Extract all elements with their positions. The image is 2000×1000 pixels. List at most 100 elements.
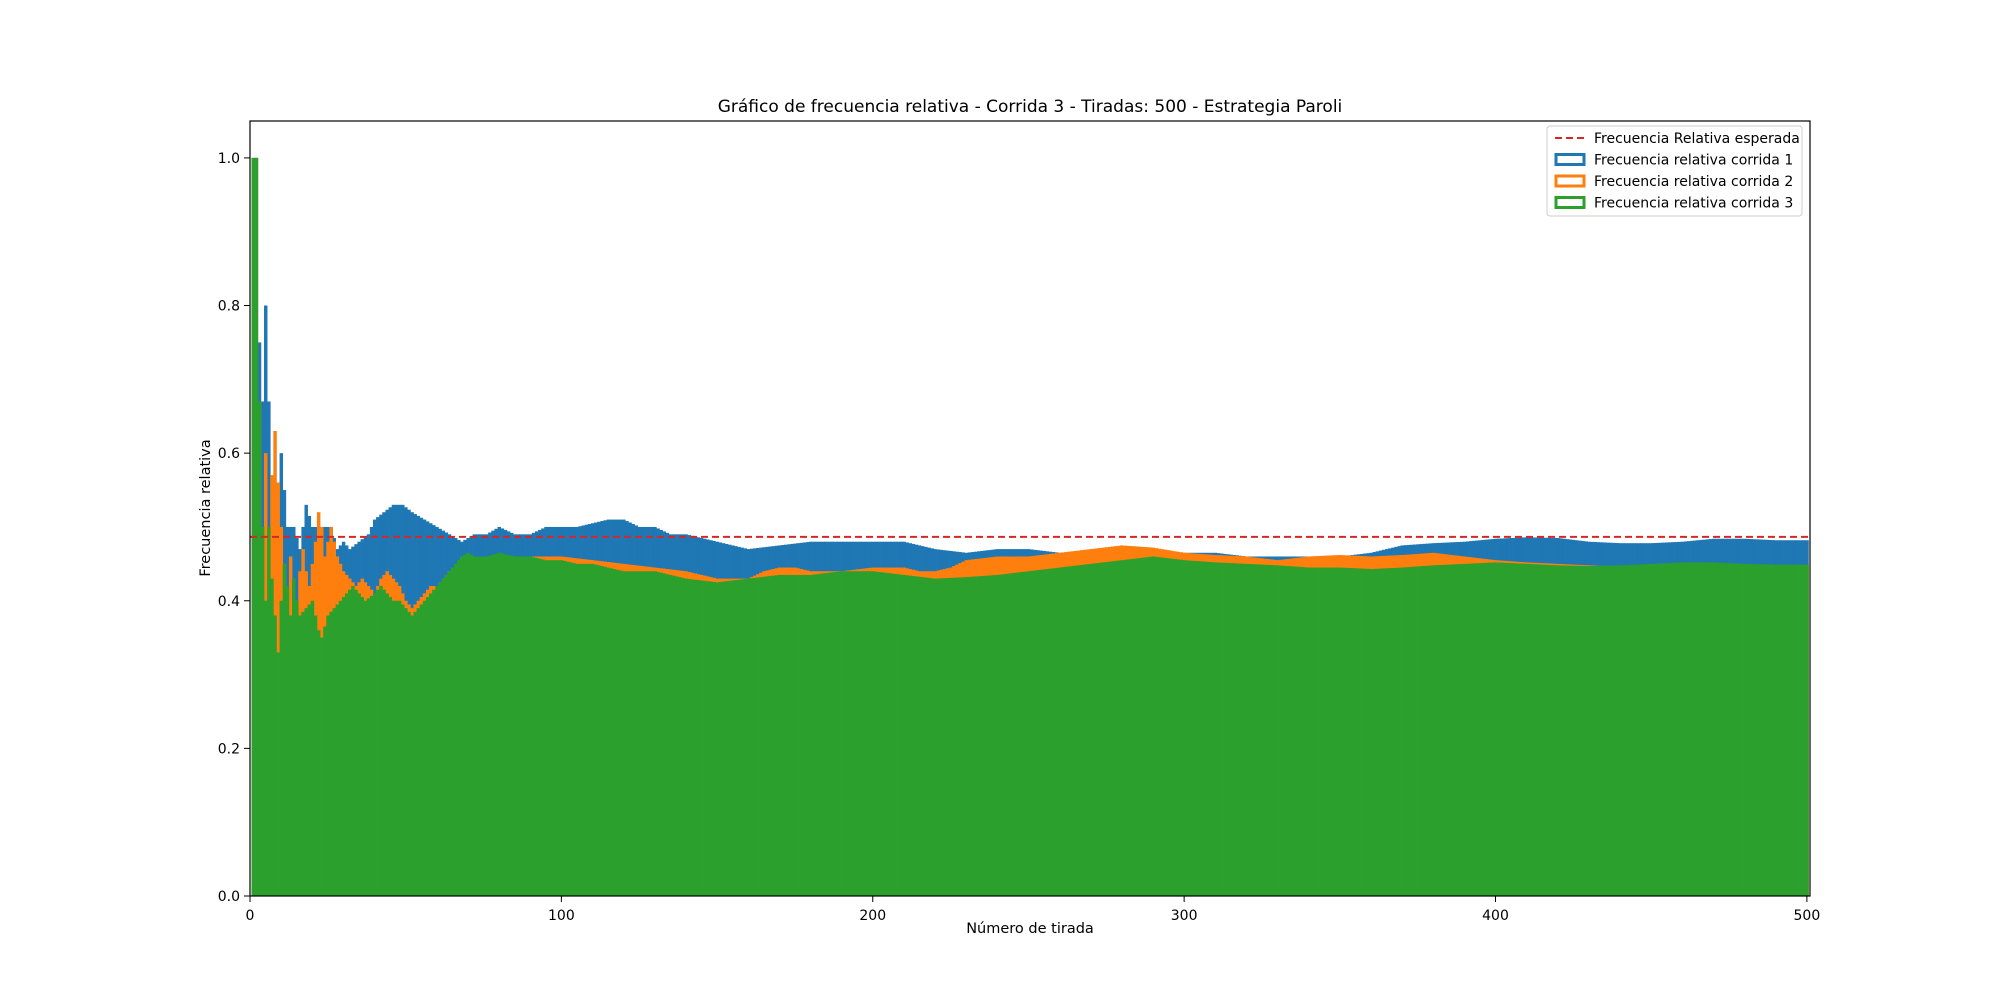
bar xyxy=(1584,566,1588,896)
bar xyxy=(684,578,688,896)
bar xyxy=(731,580,735,896)
bar xyxy=(369,595,374,896)
bar xyxy=(759,577,763,896)
bar xyxy=(1210,562,1215,896)
bar xyxy=(1045,569,1050,896)
bar xyxy=(1528,564,1532,896)
bar xyxy=(1132,558,1137,896)
bar xyxy=(824,573,828,896)
bar xyxy=(615,569,620,896)
bar xyxy=(980,576,984,896)
bar xyxy=(1107,561,1112,896)
bar xyxy=(1612,565,1616,896)
bar xyxy=(475,556,480,896)
bar xyxy=(1332,567,1336,896)
bar xyxy=(354,589,358,896)
bar xyxy=(1733,563,1738,896)
bar xyxy=(1553,565,1557,896)
bar xyxy=(774,575,779,896)
bar xyxy=(510,555,514,896)
bar xyxy=(1135,558,1140,896)
bar xyxy=(351,586,355,896)
bar xyxy=(805,574,810,896)
bar xyxy=(892,573,897,896)
chart-title: Gráfico de frecuencia relativa - Corrida… xyxy=(718,97,1343,117)
bar xyxy=(868,571,872,896)
bar xyxy=(712,581,716,896)
bar xyxy=(1350,568,1355,896)
bar xyxy=(1649,563,1654,896)
bar xyxy=(995,574,1000,896)
bar xyxy=(1736,563,1741,896)
bar xyxy=(765,576,769,896)
bar xyxy=(1771,564,1775,896)
bar xyxy=(1023,571,1028,896)
bar xyxy=(983,575,987,896)
bar xyxy=(578,563,582,896)
bar xyxy=(466,552,470,896)
bar xyxy=(1634,564,1638,896)
bar xyxy=(1428,565,1433,896)
bar xyxy=(1758,564,1763,896)
bar xyxy=(1198,561,1202,896)
bar xyxy=(1409,566,1414,896)
bar xyxy=(1313,567,1317,896)
bar xyxy=(998,574,1003,896)
bar xyxy=(1559,565,1563,896)
bar xyxy=(1602,565,1607,896)
bar xyxy=(718,581,723,896)
bar xyxy=(553,560,558,896)
bar xyxy=(1739,563,1744,896)
bar xyxy=(1226,562,1230,896)
bar xyxy=(1360,568,1364,896)
bar xyxy=(1319,567,1324,896)
bar xyxy=(562,560,567,896)
bar xyxy=(1082,564,1087,896)
bar xyxy=(1705,562,1710,896)
bar xyxy=(1730,563,1735,896)
bar xyxy=(1291,566,1296,896)
bar xyxy=(877,571,881,896)
bar xyxy=(1216,562,1221,896)
bar xyxy=(1104,562,1109,896)
bar xyxy=(802,574,807,896)
bar xyxy=(500,553,505,896)
bar xyxy=(927,577,931,896)
bar xyxy=(556,560,561,896)
bar xyxy=(1596,565,1601,896)
bar xyxy=(457,560,461,896)
bar xyxy=(780,574,785,896)
bar xyxy=(1356,568,1361,896)
bar xyxy=(942,578,947,896)
bar xyxy=(270,578,274,896)
bar xyxy=(1304,567,1308,896)
bar xyxy=(1609,565,1613,896)
bar xyxy=(1521,563,1526,896)
bar xyxy=(1036,570,1040,896)
bar xyxy=(1051,568,1056,896)
bar xyxy=(908,575,913,896)
legend-entry-label: Frecuencia relativa corrida 3 xyxy=(1594,196,1793,212)
bar xyxy=(727,580,732,896)
bar xyxy=(1512,563,1517,896)
bar xyxy=(348,589,352,896)
x-tick-label: 0 xyxy=(246,908,255,924)
bar xyxy=(1288,566,1292,896)
bar xyxy=(425,597,430,896)
bar xyxy=(1014,572,1018,896)
bar xyxy=(1789,564,1794,896)
bar xyxy=(382,589,386,896)
bar xyxy=(1347,567,1352,896)
bar xyxy=(1397,567,1401,896)
bar xyxy=(419,604,424,896)
bar xyxy=(251,157,256,896)
bar xyxy=(544,560,548,896)
bar xyxy=(1061,567,1065,896)
bar xyxy=(656,571,660,896)
bar xyxy=(1422,566,1426,896)
bar xyxy=(1223,562,1227,896)
bar xyxy=(1581,565,1585,896)
bar xyxy=(914,576,919,896)
bar xyxy=(1462,563,1467,896)
bar xyxy=(967,576,972,896)
